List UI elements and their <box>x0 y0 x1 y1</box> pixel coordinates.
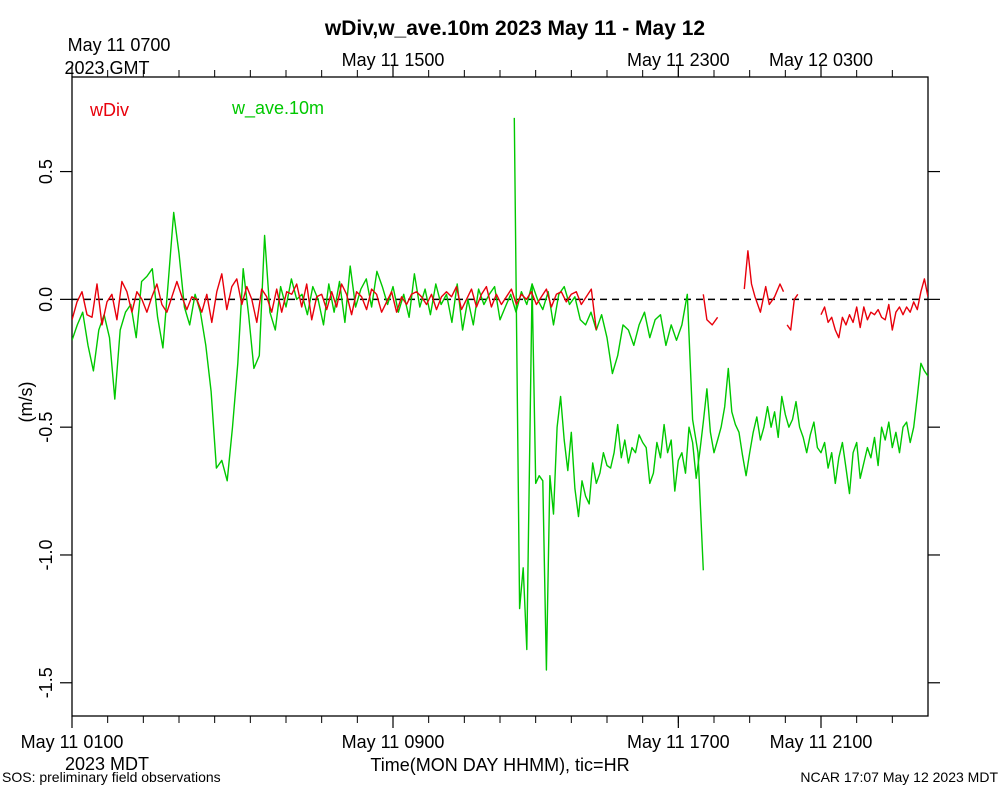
footer-timestamp: NCAR 17:07 May 12 2023 MDT <box>800 769 998 785</box>
x-tick-sublabel: 2023 MDT <box>65 754 149 774</box>
series-line-wdiv-segment-5 <box>820 278 928 339</box>
x-tick-label: May 11 0100 <box>21 732 124 752</box>
x-tick-label: May 11 2100 <box>770 732 873 752</box>
y-axis: 0.5 0.0 -0.5 -1.0 -1.5 <box>36 159 940 698</box>
top-tick-sublabel: 2023 GMT <box>64 58 149 78</box>
legend-wdiv: wDiv <box>89 100 129 120</box>
series-line-w-ave-10m-segment-1 <box>72 211 704 571</box>
top-axis-labels: May 11 0700 2023 GMT May 11 1500 May 11 230… <box>64 35 873 78</box>
series-line-wdiv-segment-1 <box>72 273 597 331</box>
plot-frame <box>71 76 929 717</box>
y-tick-label: -0.5 <box>36 412 56 443</box>
series-line-wdiv-segment-3 <box>743 250 785 313</box>
legend-w-ave-10m: w_ave.10m <box>231 98 324 119</box>
x-tick-label: May 11 1700 <box>627 732 730 752</box>
series-line-wdiv-segment-4 <box>786 293 799 331</box>
series-line-wdiv-segment-2 <box>702 294 719 326</box>
top-tick-label: May 11 0700 <box>68 35 171 55</box>
legend: wDiv w_ave.10m <box>89 98 324 120</box>
top-tick-label: May 11 1500 <box>342 50 445 70</box>
series-line-w-ave-10m-segment-2 <box>513 117 928 671</box>
y-tick-label: 0.0 <box>36 287 56 312</box>
y-tick-label: 0.5 <box>36 159 56 184</box>
x-axis-label: Time(MON DAY HHMM), tic=HR <box>370 755 629 775</box>
y-axis-label: (m/s) <box>16 382 36 423</box>
y-tick-label: -1.0 <box>36 539 56 570</box>
footer-note: SOS: preliminary field observations <box>2 769 221 785</box>
x-tick-label: May 11 0900 <box>342 732 445 752</box>
top-tick-label: May 11 2300 <box>627 50 730 70</box>
y-tick-label: -1.5 <box>36 667 56 698</box>
series-lines <box>72 117 928 671</box>
x-axis <box>71 65 893 728</box>
chart-title: wDiv,w_ave.10m 2023 May 11 - May 12 <box>324 17 705 40</box>
top-tick-label: May 12 0300 <box>769 50 873 70</box>
